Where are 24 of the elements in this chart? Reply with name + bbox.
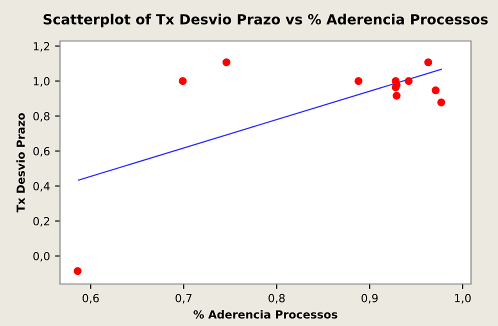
x-tick-label: 0,8 (268, 294, 285, 304)
point (424, 58, 432, 66)
y-tick-label: 0,2 (33, 216, 50, 227)
point (354, 77, 362, 86)
x-tick-label: 0,9 (362, 294, 378, 304)
point (74, 267, 82, 276)
x-tick-label: 0,7 (176, 294, 192, 304)
point (178, 77, 187, 86)
point (222, 58, 230, 66)
y-tick-label: 0,6 (33, 147, 50, 157)
x-tick-label: 1,0 (455, 294, 471, 304)
point (437, 98, 446, 106)
x-tick-label: 0,6 (82, 294, 99, 304)
y-axis-title: Tx Desvio Prazo (16, 113, 25, 212)
point (432, 86, 440, 94)
y-tick-label: 0,0 (33, 252, 50, 262)
y-tick-label: 1,0 (34, 77, 50, 87)
point (392, 92, 401, 100)
x-axis-title: % Aderencia Processos (194, 310, 338, 319)
point (404, 77, 413, 86)
chart-title: Scatterplot of Tx Desvio Prazo vs % Aderencia Processos (44, 14, 488, 28)
y-tick-label: 0,8 (33, 112, 50, 122)
y-tick-label: 0,4 (33, 182, 50, 192)
y-tick-label: 1,2 (34, 42, 50, 52)
